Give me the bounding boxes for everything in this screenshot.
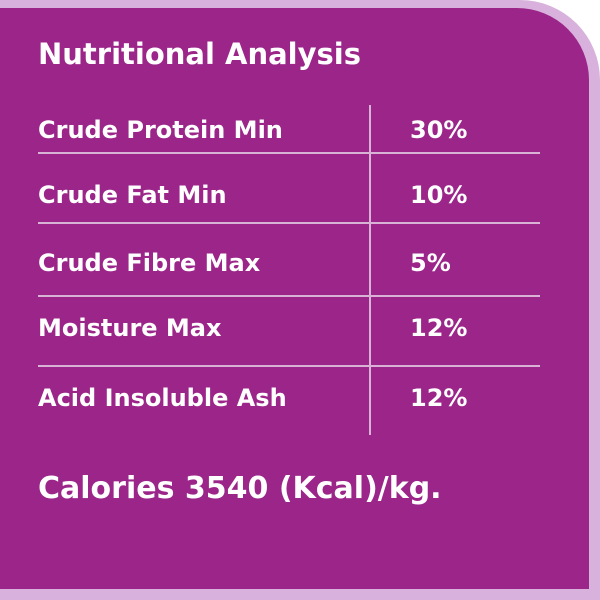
nutrient-name: Moisture Max <box>38 314 222 342</box>
calories: Calories 3540 (Kcal)/kg. <box>38 471 442 506</box>
column-divider <box>369 105 371 435</box>
row-divider <box>38 365 540 367</box>
nutrient-value: 12% <box>410 384 468 412</box>
nutrient-value: 10% <box>410 181 468 209</box>
panel: Nutritional Analysis Calories 3540 (Kcal… <box>0 8 589 589</box>
nutrient-name: Crude Fibre Max <box>38 249 261 277</box>
row-divider <box>38 152 540 154</box>
nutrient-name: Crude Fat Min <box>38 181 227 209</box>
nutrient-value: 12% <box>410 314 468 342</box>
nutrient-value: 5% <box>410 249 451 277</box>
row-divider <box>38 295 540 297</box>
nutrient-name: Crude Protein Min <box>38 116 283 144</box>
nutrient-value: 30% <box>410 116 468 144</box>
title: Nutritional Analysis <box>38 37 361 71</box>
row-divider <box>38 222 540 224</box>
nutrient-name: Acid Insoluble Ash <box>38 384 287 412</box>
